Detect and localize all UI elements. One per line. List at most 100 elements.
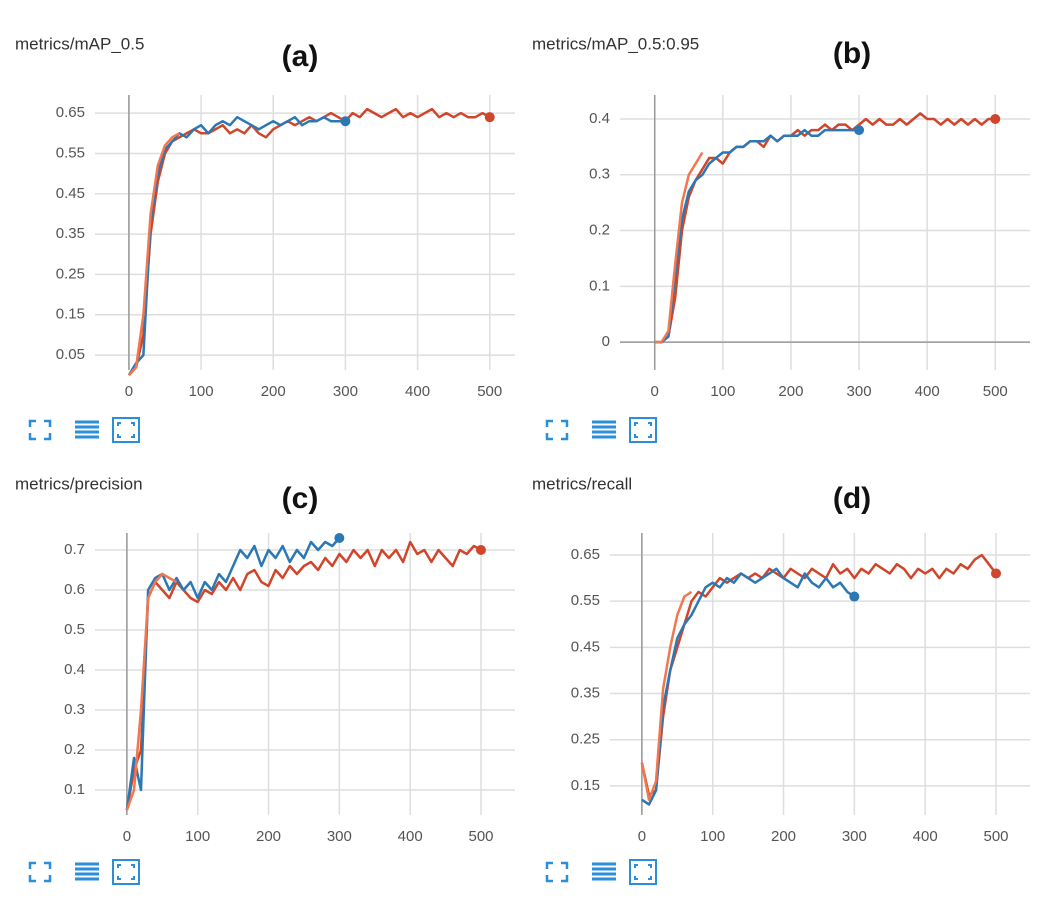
x-tick-label: 500 <box>983 383 1008 400</box>
x-tick-label: 400 <box>398 828 423 845</box>
panel-label: (a) <box>282 40 319 73</box>
end-point <box>990 113 1001 124</box>
y-tick-label: 0.25 <box>56 265 85 282</box>
x-tick-label: 400 <box>913 828 938 845</box>
end-point <box>849 591 860 602</box>
chart-panel: 0 100 200 300 400 500 0 0.1 0.2 0.3 0.4 metrics/mAP… <box>532 34 1030 443</box>
x-tick-label: 0 <box>638 828 646 845</box>
fullscreen-button[interactable] <box>545 419 569 441</box>
end-point <box>484 112 495 123</box>
x-tick-label: 0 <box>125 383 133 400</box>
y-tick-label: 0 <box>602 333 610 350</box>
fullscreen-button[interactable] <box>28 419 52 441</box>
icon <box>629 859 657 885</box>
x-tick-label: 100 <box>189 383 214 400</box>
x-tick-label: 400 <box>915 383 940 400</box>
series-line <box>640 590 693 802</box>
y-tick-label: 0.55 <box>571 592 600 609</box>
y-tick-label: 0.7 <box>64 541 85 558</box>
y-tick-label: 0.45 <box>571 638 600 655</box>
data-table-button[interactable] <box>75 862 99 881</box>
icon <box>629 417 657 443</box>
y-tick-label: 0.15 <box>571 777 600 794</box>
y-tick-label: 0.3 <box>64 701 85 718</box>
end-point <box>476 545 487 555</box>
fullscreen-button[interactable] <box>28 861 52 883</box>
fullscreen-button[interactable] <box>545 861 569 883</box>
fit-domain-button[interactable] <box>629 417 657 443</box>
icon <box>634 864 652 880</box>
y-tick-label: 0.4 <box>64 661 85 678</box>
icon <box>28 419 52 441</box>
series-line <box>127 107 491 377</box>
data-table-button[interactable] <box>75 420 99 439</box>
end-point <box>334 533 345 543</box>
y-tick-label: 0.3 <box>589 166 610 183</box>
icon <box>112 417 140 443</box>
series-line <box>127 115 346 376</box>
series-line <box>654 128 860 344</box>
y-tick-label: 0.2 <box>64 741 85 758</box>
y-tick-label: 0.45 <box>56 185 85 202</box>
y-tick-label: 0.65 <box>571 546 600 563</box>
fit-domain-button[interactable] <box>629 859 657 885</box>
icon <box>634 422 652 438</box>
x-tick-label: 200 <box>771 828 796 845</box>
series-line <box>125 540 482 811</box>
chart-panel: 0 100 200 300 400 500 0.15 0.25 0.35 0.45 0.55 0.65… <box>532 474 1030 885</box>
x-tick-label: 500 <box>477 383 502 400</box>
chart-panel: 0 100 200 300 400 500 0.1 0.2 0.3 0.4 0.5 0.6 0.7 met… <box>15 474 515 885</box>
x-tick-label: 200 <box>261 383 286 400</box>
x-tick-label: 0 <box>651 383 659 400</box>
icon <box>112 859 140 885</box>
chart-panel: 0 100 200 300 400 500 0.05 0.15 0.25 0.35 0.45 0.55… <box>15 34 515 443</box>
x-tick-label: 100 <box>700 828 725 845</box>
chart-title: metrics/recall <box>532 474 632 493</box>
panel-label: (c) <box>282 482 319 515</box>
y-tick-label: 0.35 <box>56 225 85 242</box>
y-tick-label: 0.2 <box>589 222 610 239</box>
y-tick-label: 0.15 <box>56 306 85 323</box>
chart-title: metrics/mAP_0.5:0.95 <box>532 34 699 53</box>
y-tick-label: 0.1 <box>64 781 85 798</box>
x-tick-label: 300 <box>842 828 867 845</box>
y-tick-label: 0.1 <box>589 277 610 294</box>
x-tick-label: 300 <box>847 383 872 400</box>
panel-label: (d) <box>833 482 871 515</box>
series-line <box>654 151 704 344</box>
x-tick-label: 500 <box>983 828 1008 845</box>
y-tick-label: 0.5 <box>64 621 85 638</box>
icon <box>28 861 52 883</box>
chart-title: metrics/mAP_0.5 <box>15 34 144 53</box>
end-point <box>340 116 351 127</box>
series-line <box>640 553 997 797</box>
series-line <box>125 572 178 811</box>
y-tick-label: 0.65 <box>56 104 85 121</box>
data-table-button[interactable] <box>592 862 616 881</box>
x-tick-label: 400 <box>405 383 430 400</box>
x-tick-label: 200 <box>256 828 281 845</box>
x-tick-label: 100 <box>185 828 210 845</box>
y-tick-label: 0.6 <box>64 581 85 598</box>
icon <box>545 861 569 883</box>
data-table-button[interactable] <box>592 420 616 439</box>
x-tick-label: 300 <box>327 828 352 845</box>
series-line <box>127 132 181 377</box>
x-tick-label: 300 <box>333 383 358 400</box>
icon <box>117 864 135 880</box>
y-tick-label: 0.55 <box>56 144 85 161</box>
y-tick-label: 0.05 <box>56 346 85 363</box>
end-point <box>991 568 1002 579</box>
x-tick-label: 0 <box>123 828 131 845</box>
x-tick-label: 100 <box>710 383 735 400</box>
y-tick-label: 0.25 <box>571 731 600 748</box>
icon <box>117 422 135 438</box>
fit-domain-button[interactable] <box>112 859 140 885</box>
fit-domain-button[interactable] <box>112 417 140 443</box>
x-tick-label: 200 <box>778 383 803 400</box>
chart-title: metrics/precision <box>15 474 143 493</box>
icon <box>545 419 569 441</box>
x-tick-label: 500 <box>468 828 493 845</box>
y-tick-label: 0.35 <box>571 685 600 702</box>
